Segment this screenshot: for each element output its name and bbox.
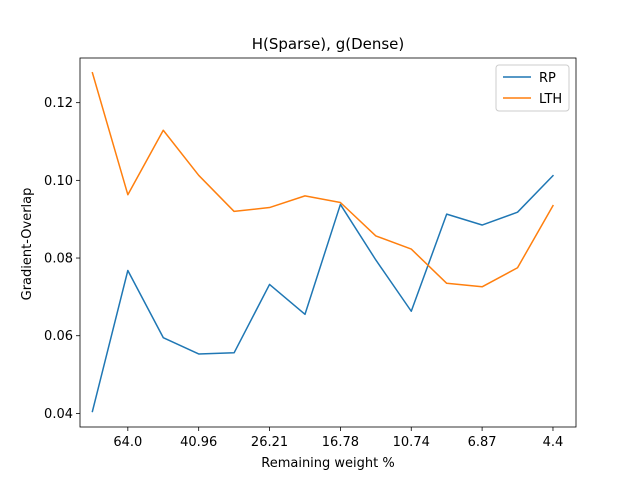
- x-tick-label: 40.96: [180, 435, 217, 450]
- legend: RP LTH: [495, 64, 570, 112]
- y-tick-label: 0.08: [44, 252, 73, 267]
- y-tick-label: 0.04: [44, 407, 73, 422]
- x-axis-title: Remaining weight %: [261, 456, 394, 471]
- legend-label-rp: RP: [539, 71, 556, 86]
- x-tick-label: 6.87: [468, 435, 497, 450]
- series-line-lth: [91, 71, 554, 288]
- chart-title: H(Sparse), g(Dense): [252, 35, 405, 53]
- y-axis-title: Gradient-Overlap: [20, 188, 35, 301]
- x-tick-label: 10.74: [393, 435, 430, 450]
- plot-area: 64.0 40.96 26.21 16.78 10.74 6.87 4.4 0.04 0.06 0…: [44, 57, 577, 450]
- y-tick-label: 0.10: [44, 174, 73, 189]
- plot-frame: [79, 57, 577, 428]
- y-tick-label: 0.12: [44, 96, 73, 111]
- x-tick-label: 64.0: [113, 435, 142, 450]
- legend-label-lth: LTH: [539, 92, 562, 107]
- x-tick-label: 16.78: [322, 435, 359, 450]
- x-tick-label: 4.4: [543, 435, 564, 450]
- series-line-rp: [91, 174, 555, 413]
- y-tick-label: 0.06: [44, 329, 73, 344]
- x-tick-label: 26.21: [251, 435, 288, 450]
